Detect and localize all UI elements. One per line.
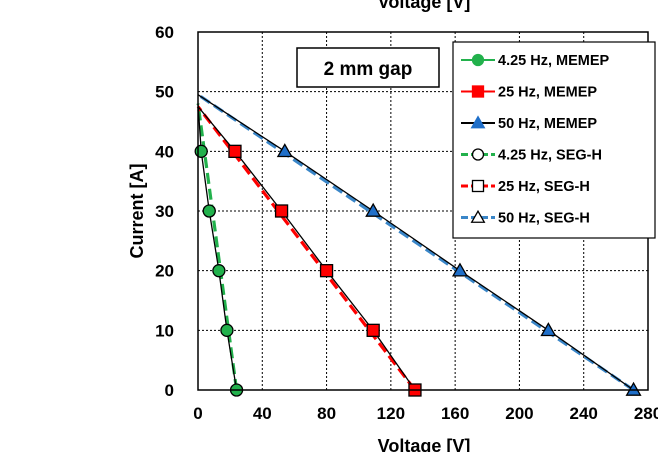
series-line	[197, 106, 416, 391]
legend-label: 50 Hz, SEG-H	[498, 211, 590, 227]
legend-marker	[470, 209, 486, 223]
data-point	[202, 204, 216, 218]
x-tick-label: 80	[317, 404, 336, 423]
legend-entry: 4.25 Hz, SEG-H	[461, 148, 602, 164]
legend-box	[452, 41, 656, 239]
legend-label: 25 Hz, MEMEP	[498, 85, 597, 101]
series-line	[197, 103, 238, 391]
x-tick-label: 160	[441, 404, 469, 423]
annotation-box	[296, 47, 440, 88]
data-point	[451, 262, 468, 277]
series-50-hz-memep	[197, 94, 642, 396]
legend-label: 50 Hz, MEMEP	[498, 116, 597, 132]
data-point	[366, 323, 380, 337]
legend-label: 4.25 Hz, SEG-H	[498, 148, 602, 164]
data-point	[220, 323, 234, 337]
data-point	[228, 144, 242, 158]
y-tick-label: 60	[155, 23, 174, 42]
x-tick-label: 200	[505, 404, 533, 423]
data-point	[276, 143, 293, 158]
series-line	[197, 94, 634, 391]
series-50-hz-seg-h	[197, 93, 635, 392]
legend-marker	[471, 85, 485, 98]
legend-entry: 4.25 Hz, MEMEP	[461, 53, 610, 69]
data-point	[365, 202, 382, 217]
legend-entry: 25 Hz, MEMEP	[461, 85, 597, 101]
y-axis-label: Current [A]	[127, 164, 147, 259]
legend-marker	[471, 53, 485, 67]
data-point	[274, 204, 289, 218]
legend-marker	[470, 115, 486, 129]
tick-labels: 0 40 80 120 160 200 240 280 0 10 20 30 40 50 60	[155, 23, 658, 423]
data-point	[625, 381, 642, 396]
legend-marker	[471, 148, 485, 161]
x-axis-label: Voltage [V]	[378, 436, 471, 452]
y-tick-label: 10	[155, 321, 174, 340]
y-tick-label: 20	[155, 262, 174, 281]
legend-entry: 50 Hz, SEG-H	[461, 209, 590, 227]
y-tick-label: 30	[155, 202, 174, 221]
top-axis-label: Voltage [V]	[378, 0, 471, 12]
data-point	[194, 144, 208, 158]
y-tick-label: 0	[165, 381, 174, 400]
legend-label: 4.25 Hz, MEMEP	[498, 53, 610, 69]
legend-entry: 50 Hz, MEMEP	[461, 115, 597, 132]
y-tick-label: 50	[155, 83, 174, 102]
legend-marker	[471, 179, 485, 193]
gap-annotation: 2 mm gap	[296, 47, 440, 88]
series-line	[197, 93, 635, 392]
x-tick-label: 0	[193, 404, 202, 423]
data-point	[212, 264, 226, 278]
annotation-text: 2 mm gap	[324, 59, 413, 80]
legend-label: 25 Hz, SEG-H	[498, 179, 590, 195]
x-tick-label: 240	[570, 404, 598, 423]
x-tick-label: 280	[634, 404, 658, 423]
gridlines	[198, 32, 648, 390]
legend: 4.25 Hz, MEMEP 25 Hz, MEMEP 50 Hz, MEMEP 4.…	[452, 41, 656, 239]
series-layer	[194, 93, 642, 397]
y-tick-label: 40	[155, 142, 174, 161]
data-point	[319, 264, 334, 278]
data-point	[540, 322, 557, 337]
x-tick-label: 120	[377, 404, 405, 423]
x-tick-label: 40	[253, 404, 272, 423]
legend-entry: 25 Hz, SEG-H	[461, 179, 590, 195]
